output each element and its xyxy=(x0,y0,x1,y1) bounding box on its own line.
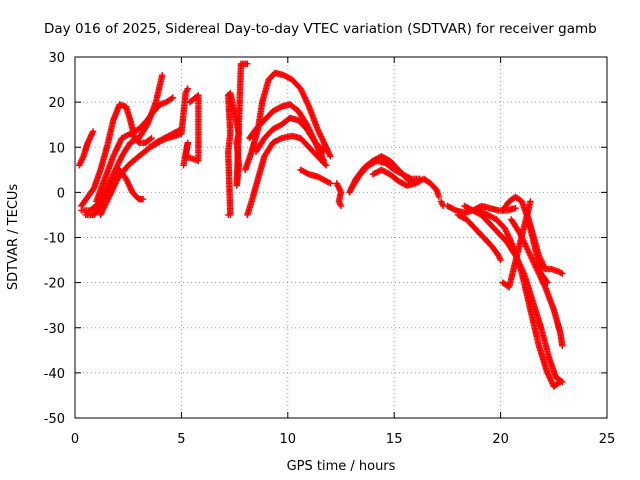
y-tick-label: 30 xyxy=(48,51,65,66)
data-point xyxy=(555,379,563,387)
data-point xyxy=(159,71,166,79)
data-point xyxy=(169,94,177,101)
data-point xyxy=(320,148,328,155)
data-point xyxy=(183,88,190,95)
y-axis-label: SDTVAR / TECUs xyxy=(6,184,21,291)
data-point xyxy=(187,97,195,105)
y-tick-label: 10 xyxy=(48,141,65,156)
data-point xyxy=(527,198,534,205)
data-point xyxy=(557,269,565,277)
data-point xyxy=(337,201,344,208)
data-point xyxy=(435,193,443,201)
y-tick-labels: 30 20 10 0 -10 -20 -30 -40 -50 xyxy=(44,51,65,427)
data-point xyxy=(439,201,446,208)
data-point xyxy=(147,135,154,143)
data-point xyxy=(168,95,175,102)
data-point xyxy=(139,195,147,203)
data-point xyxy=(559,342,566,349)
data-points xyxy=(76,60,566,390)
y-tick-label: -10 xyxy=(44,232,65,247)
y-tick-label: -20 xyxy=(44,277,65,292)
y-tick-label: 0 xyxy=(57,186,65,201)
x-tick-label: 15 xyxy=(386,432,403,447)
x-tick-label: 5 xyxy=(177,432,185,447)
data-point xyxy=(327,153,334,160)
data-point xyxy=(186,98,194,106)
x-tick-label: 25 xyxy=(599,432,616,447)
data-point xyxy=(320,157,328,164)
axis-ticks xyxy=(74,56,608,419)
chart-title: Day 016 of 2025, Sidereal Day-to-day VTE… xyxy=(44,21,597,37)
x-tick-label: 10 xyxy=(280,432,297,447)
data-point xyxy=(148,135,155,142)
y-tick-label: 20 xyxy=(48,96,65,111)
data-point xyxy=(451,206,458,213)
x-tick-label: 0 xyxy=(71,432,79,447)
data-point xyxy=(406,174,414,182)
y-tick-label: -50 xyxy=(44,412,65,427)
data-point xyxy=(559,270,566,277)
data-point xyxy=(325,179,333,186)
data-point xyxy=(184,85,191,92)
data-point xyxy=(319,147,327,154)
data-point xyxy=(276,135,284,143)
data-point xyxy=(512,204,519,212)
x-tick-label: 20 xyxy=(492,432,509,447)
data-point xyxy=(556,378,564,386)
data-point xyxy=(327,180,334,187)
data-point xyxy=(322,162,330,169)
data-point xyxy=(244,60,251,67)
data-point xyxy=(497,256,504,264)
data-point xyxy=(337,202,345,210)
data-point xyxy=(89,128,97,135)
y-tick-label: -30 xyxy=(44,322,65,337)
y-tick-label: -40 xyxy=(44,367,65,382)
data-point xyxy=(276,104,284,111)
data-point xyxy=(336,199,343,207)
x-tick-labels: 0 5 10 15 20 25 xyxy=(71,432,615,447)
data-point xyxy=(161,135,169,143)
data-point xyxy=(304,170,311,177)
x-axis-label: GPS time / hours xyxy=(287,459,396,474)
data-point xyxy=(321,160,329,168)
data-point xyxy=(438,199,445,207)
